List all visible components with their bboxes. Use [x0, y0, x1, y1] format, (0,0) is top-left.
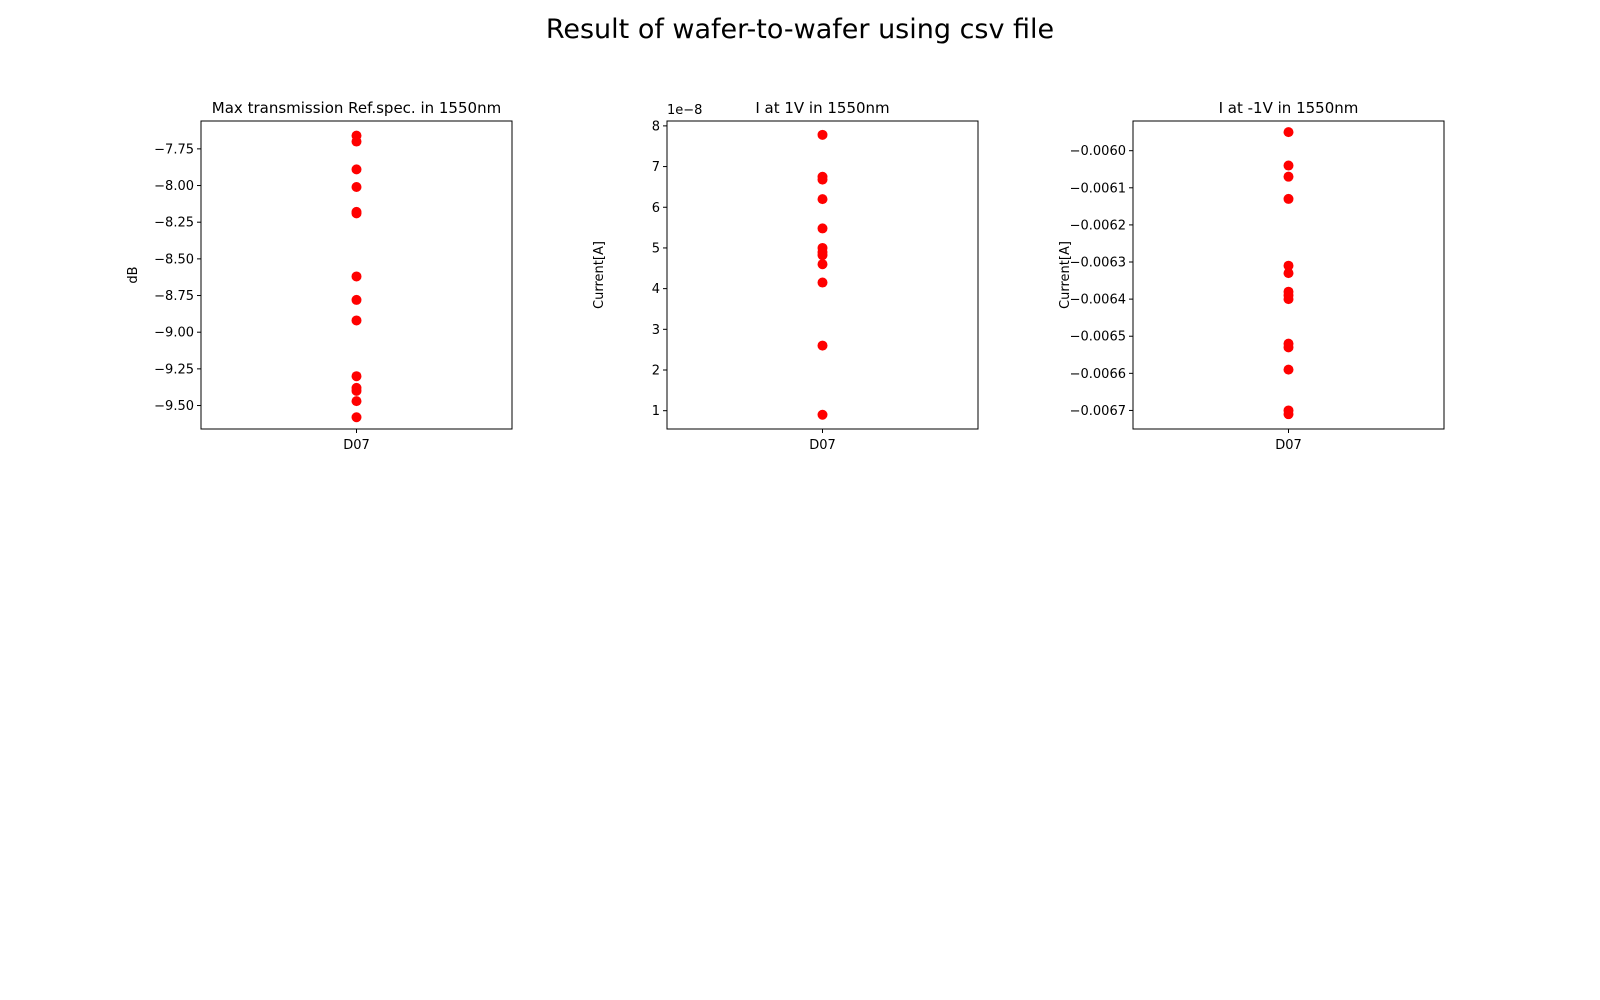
y-tick-label-1-3: −8.25	[154, 216, 194, 231]
data-point-1-4	[351, 182, 362, 192]
y-tick-label-1-4: −8.50	[154, 252, 194, 267]
data-point-3-11	[1283, 342, 1294, 353]
data-point-3-1	[1283, 127, 1294, 138]
y-axis-label-1: dB	[126, 266, 141, 283]
y-tick-label-2-1: 1	[652, 404, 660, 419]
data-point-3-5	[1283, 260, 1294, 271]
plot-frame-1	[200, 120, 513, 430]
x-tick-label-1-1: D07	[343, 438, 370, 453]
figure-title: Result of wafer-to-wafer using csv file	[545, 14, 1055, 45]
x-tick-label-2-1: D07	[809, 438, 836, 453]
data-point-2-9	[817, 259, 828, 270]
data-point-3-12	[1283, 364, 1294, 375]
data-point-3-14	[1283, 409, 1294, 420]
y-tick-label-3-7: −0.0066	[1070, 367, 1126, 382]
data-point-1-3	[351, 164, 362, 175]
y-tick-label-3-2: −0.0061	[1070, 181, 1126, 196]
y-tick-label-2-8: 8	[652, 119, 660, 134]
y-tick-label-1-1: −7.75	[154, 142, 194, 157]
data-point-1-10	[351, 371, 362, 382]
y-tick-label-3-6: −0.0065	[1070, 330, 1126, 345]
data-point-2-11	[817, 340, 828, 351]
x-tick-label-3-1: D07	[1275, 438, 1302, 453]
y-tick-label-2-2: 2	[652, 364, 660, 379]
y-tick-label-2-3: 3	[652, 323, 660, 338]
data-point-2-1	[817, 129, 828, 140]
y-axis-label-3: Current[A]	[1058, 241, 1073, 309]
y-tick-label-1-7: −9.25	[154, 362, 194, 377]
data-point-3-2	[1283, 160, 1294, 171]
chart-title-1: Max transmission Ref.spec. in 1550nm	[212, 99, 501, 117]
chart-title-3: I at -1V in 1550nm	[1219, 99, 1359, 117]
data-point-1-9	[351, 315, 362, 326]
plot-frame-2	[666, 120, 979, 430]
y-tick-label-3-8: −0.0067	[1070, 404, 1126, 419]
data-point-1-14	[351, 412, 362, 423]
y-tick-label-3-4: −0.0063	[1070, 256, 1126, 271]
y-tick-label-3-5: −0.0064	[1070, 293, 1126, 308]
data-point-2-12	[817, 409, 828, 420]
data-point-3-9	[1283, 294, 1294, 305]
y-tick-label-2-5: 5	[652, 241, 660, 256]
data-point-2-8	[817, 250, 828, 261]
data-point-3-3	[1283, 171, 1294, 182]
data-point-2-5	[817, 223, 828, 234]
plot-frame-3	[1132, 120, 1445, 430]
y-tick-label-2-6: 6	[652, 201, 660, 216]
chart-title-2: I at 1V in 1550nm	[755, 99, 889, 117]
data-point-2-4	[817, 194, 828, 205]
data-point-2-10	[817, 277, 828, 288]
y-tick-label-1-5: −8.75	[154, 289, 194, 304]
y-tick-label-3-1: −0.0060	[1070, 144, 1126, 159]
data-point-1-7	[351, 271, 362, 282]
data-point-1-12	[351, 385, 362, 396]
y-offset-label-2: 1e−8	[667, 103, 702, 118]
data-point-1-8	[351, 294, 362, 305]
y-tick-label-1-2: −8.00	[154, 179, 194, 194]
y-axis-label-2: Current[A]	[592, 241, 607, 309]
data-point-2-3	[817, 174, 828, 185]
data-point-1-6	[351, 208, 362, 219]
y-tick-label-1-8: −9.50	[154, 399, 194, 414]
y-tick-label-2-7: 7	[652, 160, 660, 175]
data-point-1-13	[351, 396, 362, 407]
y-tick-label-3-3: −0.0062	[1070, 218, 1126, 233]
y-tick-label-1-6: −9.00	[154, 326, 194, 341]
y-tick-label-2-4: 4	[652, 282, 660, 297]
data-point-1-2	[351, 136, 362, 147]
data-point-3-6	[1283, 268, 1294, 279]
data-point-3-4	[1283, 193, 1294, 204]
